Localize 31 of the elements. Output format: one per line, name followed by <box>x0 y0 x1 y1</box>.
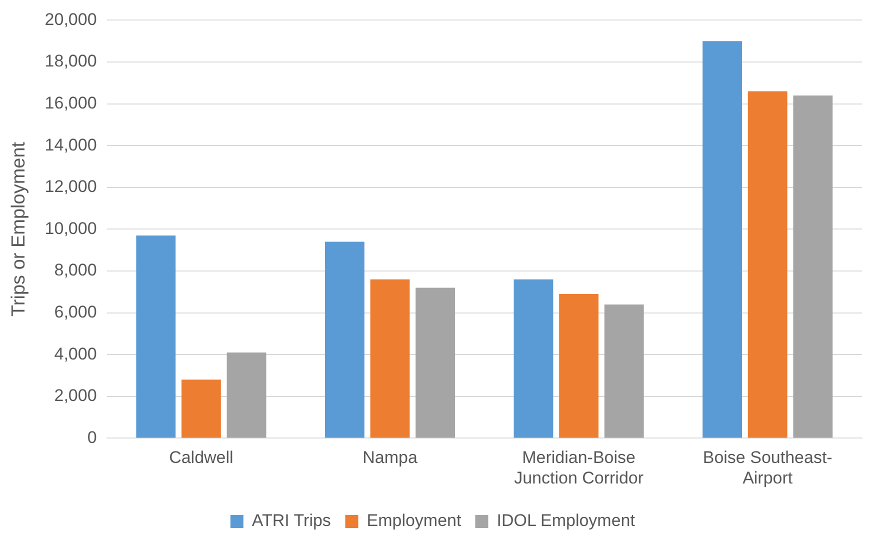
bar <box>514 279 554 438</box>
bar <box>559 294 599 438</box>
y-tick-label: 2,000 <box>54 386 97 406</box>
bar <box>793 95 833 438</box>
y-tick-label: 18,000 <box>44 52 97 71</box>
bar <box>181 380 221 438</box>
legend-label: IDOL Employment <box>496 511 636 530</box>
x-tick-label: Meridian-Boise Junction Corridor <box>514 448 644 488</box>
y-tick-label: 20,000 <box>44 10 97 29</box>
x-tick-label: Nampa <box>362 448 418 468</box>
y-tick-label: 4,000 <box>54 344 97 364</box>
y-tick-label: 8,000 <box>54 260 97 280</box>
y-tick-label: 12,000 <box>44 177 97 196</box>
legend-label: ATRI Trips <box>252 511 331 530</box>
bar <box>604 304 644 438</box>
legend-label: Employment <box>366 511 462 530</box>
x-tick-label: Caldwell <box>169 448 234 468</box>
bar <box>324 242 364 438</box>
x-tick-label: Boise Southeast-Airport <box>702 448 832 488</box>
bar <box>136 235 176 438</box>
bar <box>416 288 456 438</box>
y-tick-label: 0 <box>87 428 97 447</box>
y-tick-label: 14,000 <box>44 135 97 154</box>
bar <box>370 279 410 438</box>
bar <box>702 41 742 438</box>
y-tick-label: 16,000 <box>44 93 97 112</box>
y-tick-label: 10,000 <box>44 218 97 238</box>
y-tick-label: 6,000 <box>54 302 97 322</box>
bar <box>748 91 788 438</box>
y-axis-title: Trips or Employment <box>8 141 30 316</box>
bar <box>226 352 266 438</box>
